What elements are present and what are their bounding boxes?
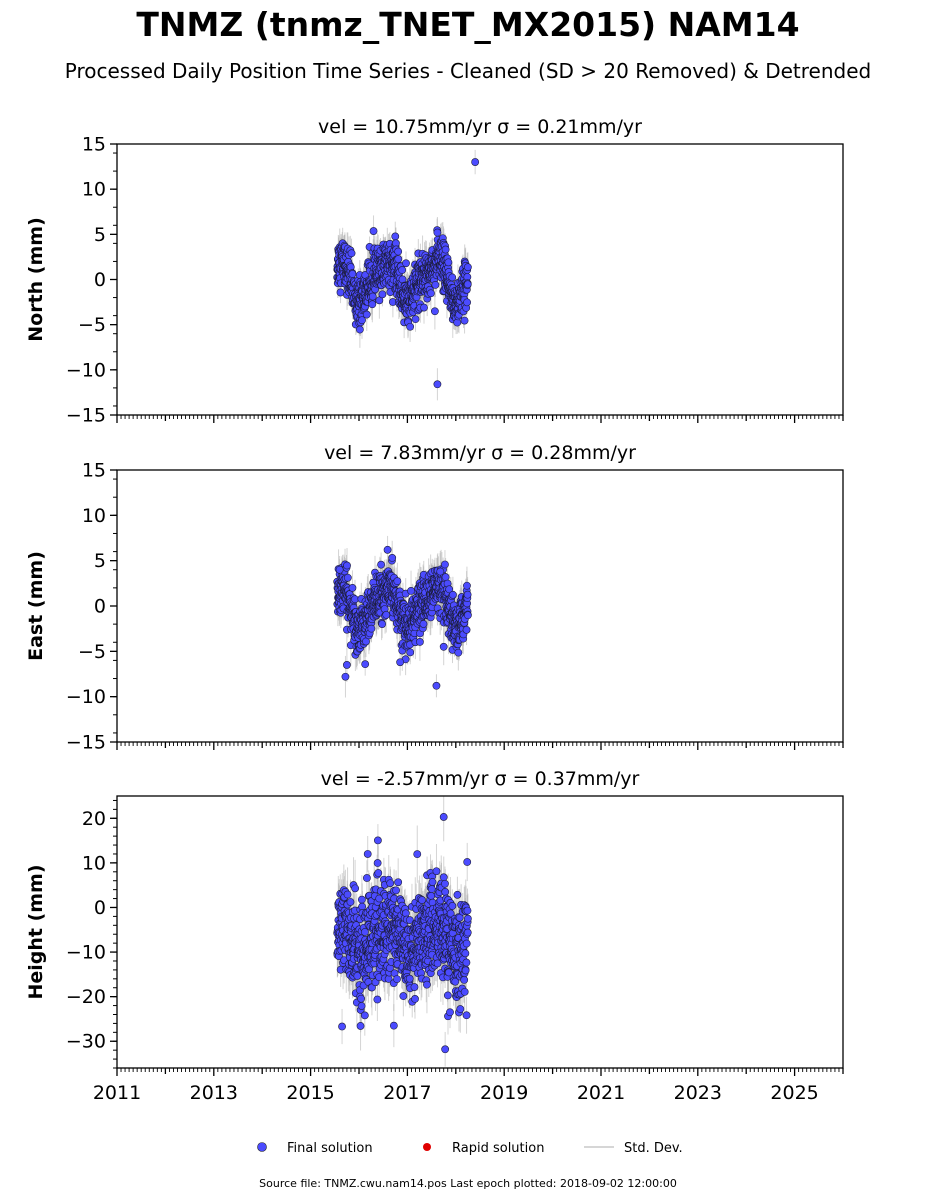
data-point [463, 280, 472, 289]
data-point [454, 648, 463, 657]
y-tick-label: −15 [66, 732, 106, 754]
data-point [348, 270, 357, 278]
data-point [394, 247, 403, 256]
data-point [369, 227, 378, 235]
data-point [402, 259, 410, 268]
data-point [445, 585, 454, 594]
data-point [391, 232, 400, 241]
data-point [358, 316, 366, 325]
data-point [378, 290, 387, 299]
panel-east: vel = 7.83mm/yr σ = 0.28mm/yr East (mm) 15… [25, 442, 844, 754]
panel-title: vel = -2.57mm/yr σ = 0.37mm/yr [321, 768, 640, 790]
data-point [462, 625, 471, 634]
y-tick-label: 5 [94, 550, 106, 572]
y-tick-label: −5 [78, 641, 106, 663]
data-point [388, 554, 397, 562]
data-point [433, 380, 442, 389]
data-point [394, 255, 403, 263]
data-point [430, 307, 439, 316]
data-point [342, 661, 351, 669]
y-axis-label: Height (mm) [25, 864, 47, 999]
data-point [432, 681, 441, 690]
data-point [411, 315, 420, 324]
y-axis-label: North (mm) [25, 217, 47, 342]
data-point [449, 590, 457, 599]
y-tick-label: −5 [78, 314, 106, 336]
data-point [463, 581, 471, 590]
data-point [336, 288, 345, 297]
data-point [427, 289, 435, 298]
data-point [463, 611, 472, 620]
data-point [406, 648, 415, 657]
y-tick-label: 0 [94, 596, 106, 618]
panel-title: vel = 10.75mm/yr σ = 0.21mm/yr [318, 116, 642, 138]
data-point [406, 322, 415, 331]
data-point [431, 280, 440, 289]
data-point [416, 638, 424, 646]
data-point [382, 610, 391, 619]
panel-title: vel = 7.83mm/yr σ = 0.28mm/yr [324, 442, 636, 464]
plot-area [333, 149, 480, 401]
data-point [348, 584, 357, 592]
data-point [463, 263, 472, 272]
data-point [396, 658, 405, 667]
data-point [393, 577, 402, 586]
data-point [368, 292, 377, 301]
data-point [367, 624, 376, 633]
data-point [361, 660, 370, 669]
data-point [419, 620, 428, 628]
plot-frame [116, 143, 844, 416]
data-point [436, 567, 445, 576]
data-point [420, 303, 428, 312]
data-point [341, 672, 350, 681]
panel-height: vel = -2.57mm/yr σ = 0.37mm/yr Height (mm… [25, 768, 844, 1104]
data-point [335, 565, 344, 574]
data-point [460, 316, 469, 325]
figure-title: TNMZ (tnmz_TNET_MX2015) NAM14 [136, 5, 799, 44]
data-point [441, 573, 450, 582]
data-point [439, 642, 448, 651]
data-point [355, 325, 364, 334]
data-point [398, 266, 407, 274]
data-point [368, 300, 377, 309]
y-tick-label: 0 [94, 269, 106, 291]
plot-area [333, 796, 472, 1067]
plot-area [333, 535, 472, 698]
data-point [343, 573, 352, 582]
data-point [347, 249, 356, 258]
y-tick-label: 15 [82, 460, 106, 482]
y-tick-label: −10 [66, 686, 106, 708]
y-axis-label: East (mm) [25, 551, 47, 661]
panel-north: vel = 10.75mm/yr σ = 0.21mm/yr North (mm)… [25, 116, 844, 427]
y-tick-label: −10 [66, 359, 106, 381]
y-tick-label: 15 [82, 134, 106, 156]
data-point [471, 158, 480, 166]
data-point [362, 310, 371, 319]
y-tick-label: 5 [94, 224, 106, 246]
data-point [343, 561, 351, 570]
data-point [433, 228, 442, 237]
figure-subtitle: Processed Daily Position Time Series - C… [65, 59, 871, 83]
y-tick-label: 10 [82, 505, 106, 527]
y-tick-label: 10 [82, 179, 106, 201]
data-point [463, 590, 472, 599]
data-point [377, 560, 385, 569]
plot-frame [116, 469, 844, 743]
data-point [441, 245, 450, 254]
data-point [407, 586, 415, 595]
data-point [448, 273, 457, 282]
data-point [463, 298, 471, 307]
data-point [378, 620, 387, 628]
data-point [444, 258, 453, 267]
y-tick-label: −15 [66, 405, 106, 427]
data-point [383, 545, 392, 554]
panels: vel = 10.75mm/yr σ = 0.21mm/yr North (mm)… [25, 116, 844, 1104]
data-point [441, 560, 449, 569]
